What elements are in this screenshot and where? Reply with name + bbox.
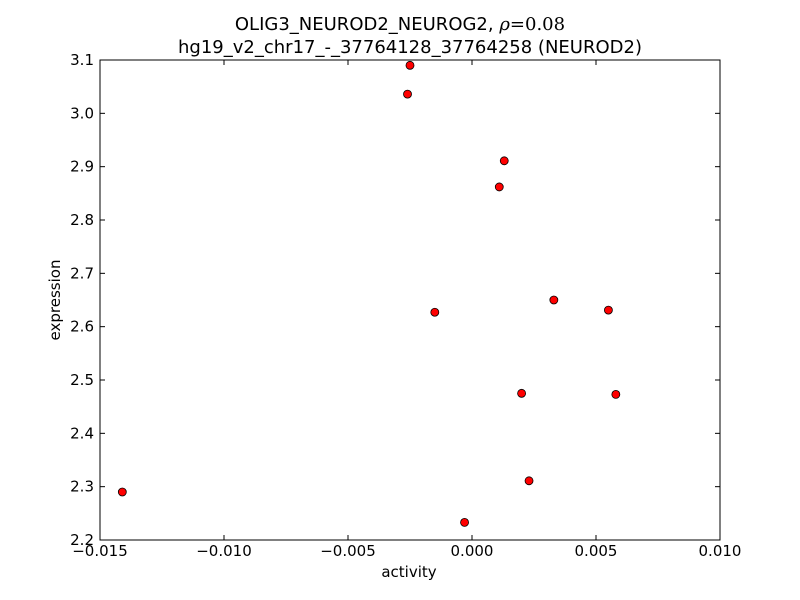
data-point [403,89,412,99]
data-point [499,156,509,166]
plot-area: −0.015 −0.010 −0.005 0.000 0.005 0.010 2.2 2.3 2… [70,51,741,560]
chart-title-rho-symbol: ρ [498,14,510,35]
x-tick-label: 0.005 [575,542,618,560]
y-tick-label: 2.7 [70,264,94,282]
data-point [549,295,559,305]
y-tick-label: 2.8 [70,211,94,229]
chart-title-prefix: OLIG3_NEUROD2_NEUROG2, [235,14,499,35]
y-tick-label: 2.4 [70,424,94,442]
y-tick-label: 2.2 [70,531,94,549]
y-axis-label: expression [46,260,64,341]
data-point [405,60,415,70]
data-point [611,389,621,399]
data-point [517,388,526,398]
chart-title-rho-value: =0.08 [510,14,565,35]
x-tick-label: 0.000 [451,542,494,560]
data-point [494,182,504,192]
chart-title-line2: hg19_v2_chr17_-_37764128_37764258 (NEURO… [178,37,642,58]
data-point [604,305,613,315]
data-point [460,518,469,527]
x-tick-label: −0.010 [196,542,252,560]
x-axis-label: activity [381,563,436,581]
y-tick-label: 2.9 [70,158,94,176]
y-tick-label: 2.3 [70,478,94,496]
x-tick-label: 0.010 [699,542,742,560]
x-tick-label: −0.015 [72,542,128,560]
plot-frame [99,59,721,541]
data-point [117,487,127,497]
y-tick-label: 3.0 [70,104,94,122]
chart-title-line1: OLIG3_NEUROD2_NEUROG2, ρ=0.08 [235,14,565,35]
x-tick-label: −0.005 [320,542,376,560]
data-point [524,476,534,486]
data-point [430,307,440,317]
y-tick-label: 2.5 [70,371,94,389]
y-tick-label: 2.6 [70,318,94,336]
y-tick-label: 3.1 [70,51,94,69]
